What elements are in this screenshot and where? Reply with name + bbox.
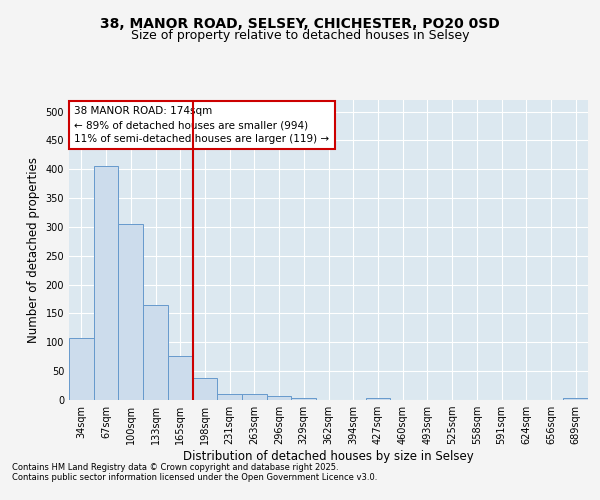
Bar [365, 398, 390, 400]
Text: Contains HM Land Registry data © Crown copyright and database right 2025.: Contains HM Land Registry data © Crown c… [12, 462, 338, 471]
Bar [563, 398, 588, 400]
Text: 38 MANOR ROAD: 174sqm
← 89% of detached houses are smaller (994)
11% of semi-det: 38 MANOR ROAD: 174sqm ← 89% of detached … [74, 106, 329, 144]
Y-axis label: Number of detached properties: Number of detached properties [27, 157, 40, 343]
Bar [267, 396, 292, 400]
Bar [292, 398, 316, 400]
Text: Contains public sector information licensed under the Open Government Licence v3: Contains public sector information licen… [12, 472, 377, 482]
Bar [94, 166, 118, 400]
Bar [193, 378, 217, 400]
Bar [217, 394, 242, 400]
Text: Size of property relative to detached houses in Selsey: Size of property relative to detached ho… [131, 29, 469, 42]
Bar [242, 394, 267, 400]
Bar [168, 356, 193, 400]
Text: 38, MANOR ROAD, SELSEY, CHICHESTER, PO20 0SD: 38, MANOR ROAD, SELSEY, CHICHESTER, PO20… [100, 18, 500, 32]
Bar [143, 305, 168, 400]
Bar [118, 224, 143, 400]
Bar [69, 338, 94, 400]
X-axis label: Distribution of detached houses by size in Selsey: Distribution of detached houses by size … [183, 450, 474, 463]
